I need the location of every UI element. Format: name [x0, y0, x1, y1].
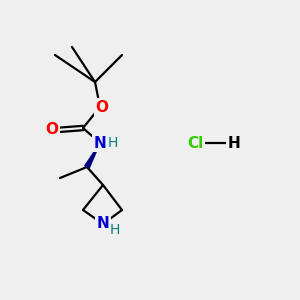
Text: N: N: [94, 136, 106, 151]
Text: N: N: [97, 217, 110, 232]
Text: H: H: [110, 223, 120, 237]
Text: Cl: Cl: [187, 136, 203, 151]
Text: O: O: [95, 100, 109, 115]
Polygon shape: [85, 143, 100, 168]
Text: O: O: [46, 122, 59, 137]
Text: H: H: [108, 136, 118, 150]
Text: H: H: [228, 136, 240, 151]
